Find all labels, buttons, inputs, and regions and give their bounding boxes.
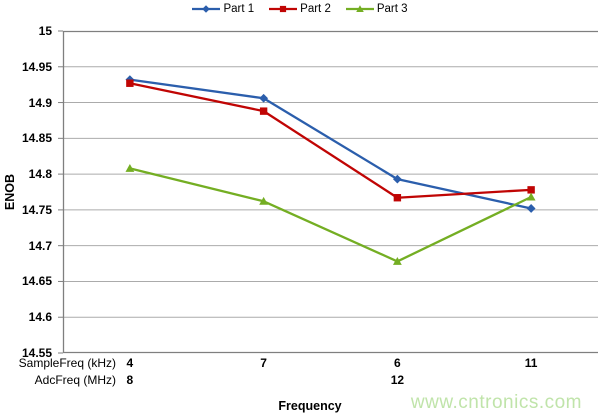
square-marker-icon <box>527 186 535 194</box>
y-tick-label: 14.65 <box>21 274 52 289</box>
square-marker-icon <box>393 194 402 202</box>
legend: Part 1 Part 2 Part 3 <box>0 0 600 17</box>
square-marker-icon <box>126 79 134 87</box>
square-marker-icon <box>259 107 268 115</box>
triangle-marker-icon <box>125 163 135 172</box>
diamond-marker-icon <box>392 174 402 184</box>
y-tick-label: 14.55 <box>21 346 52 360</box>
x-tick-label: 4 <box>126 356 134 370</box>
y-tick-label: 14.85 <box>21 131 52 146</box>
y-tick-label: 14.8 <box>28 167 52 182</box>
x-tick-label: 12 <box>390 373 405 387</box>
triangle-marker-icon <box>526 192 536 201</box>
series-line-part-2 <box>129 82 532 199</box>
y-tick-label: 14.9 <box>28 95 52 110</box>
triangle-marker-icon <box>392 257 402 265</box>
chart-plot <box>58 30 598 354</box>
legend-label: Part 1 <box>223 2 255 15</box>
diamond-marker-icon <box>526 204 536 213</box>
series-line-part-3 <box>129 167 532 263</box>
legend-diamond-icon <box>192 4 221 13</box>
square-marker-icon <box>280 5 287 12</box>
legend-square-icon <box>269 5 298 12</box>
x-axis-row2-label: AdcFreq (MHz) <box>34 373 116 387</box>
legend-label: Part 2 <box>300 2 331 15</box>
y-tick-label: 14.75 <box>21 202 52 217</box>
diamond-marker-icon <box>202 4 211 13</box>
x-axis-row1-label: SampleFreq (kHz) <box>18 356 116 370</box>
legend-item-2: Part 2 <box>269 3 331 15</box>
x-tick-label: 8 <box>126 373 134 387</box>
y-tick-label: 14.95 <box>21 59 52 74</box>
y-tick-label: 14.7 <box>28 238 52 253</box>
triangle-marker-icon <box>259 196 269 205</box>
triangle-marker-icon <box>356 4 364 12</box>
x-tick-label: 6 <box>394 356 401 370</box>
x-axis-title: Frequency <box>278 399 342 413</box>
y-tick-label: 14.6 <box>28 310 52 325</box>
legend-item-1: Part 1 <box>192 3 254 15</box>
y-tick-label: 15 <box>38 24 52 38</box>
legend-triangle-icon <box>345 4 374 12</box>
watermark: www.cntronics.com <box>410 392 582 413</box>
x-tick-label: 11 <box>524 356 538 370</box>
legend-label: Part 3 <box>376 2 408 15</box>
series-line-part-1 <box>129 78 532 210</box>
x-tick-label: 7 <box>260 356 267 370</box>
legend-item-3: Part 3 <box>345 2 408 15</box>
